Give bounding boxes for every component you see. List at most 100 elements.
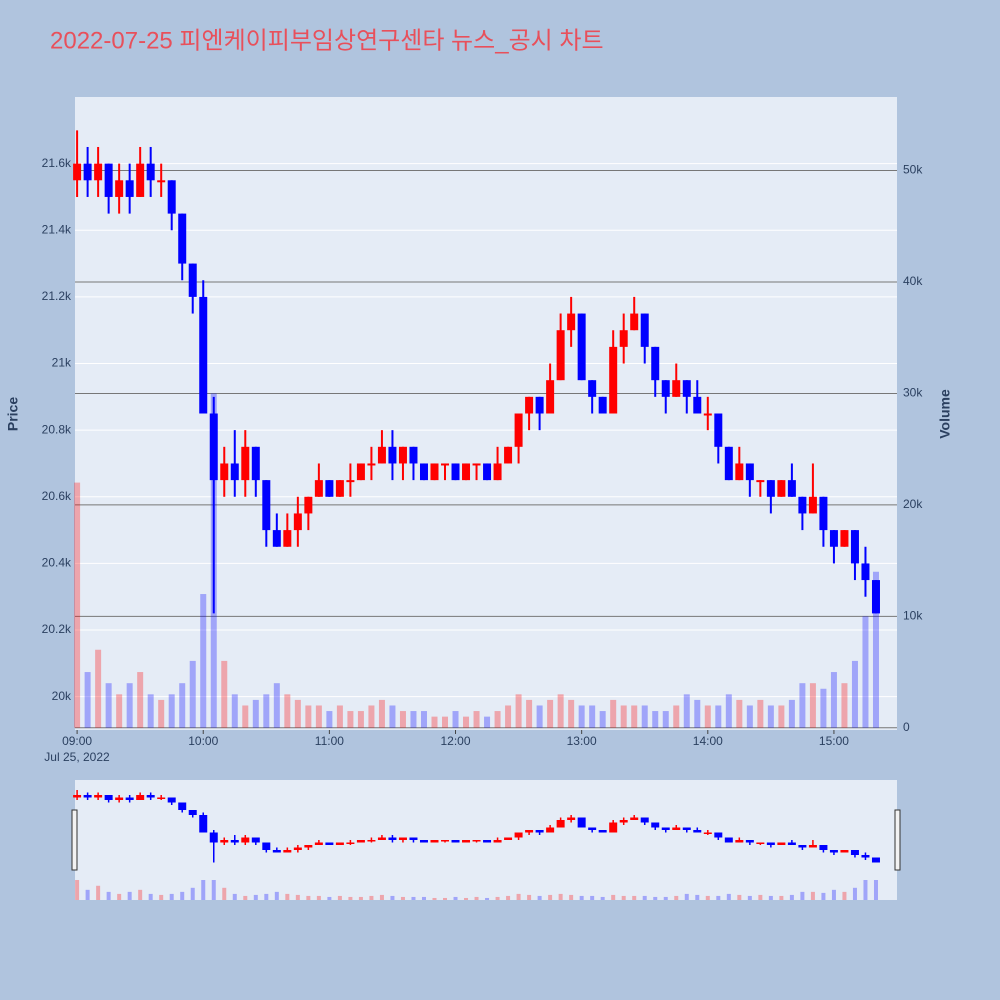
mini-candle-body: [293, 847, 302, 850]
candle-body: [115, 180, 124, 197]
candle-body: [735, 463, 744, 481]
volume-bar: [578, 705, 585, 728]
mini-candle-body: [251, 837, 260, 843]
mini-volume-bar: [369, 895, 374, 900]
mini-candle-body: [241, 837, 250, 843]
volume-bar: [799, 683, 806, 728]
candle-body: [777, 480, 786, 497]
mini-volume-bar: [274, 891, 279, 900]
mini-candle-body: [430, 840, 439, 843]
y2-axis-title: Volume: [937, 389, 953, 439]
mini-volume-bar: [863, 880, 868, 900]
mini-candle-body: [220, 840, 229, 843]
mini-candle-body: [619, 820, 628, 823]
mini-candle-body: [188, 810, 197, 815]
mini-volume-bar: [432, 897, 437, 900]
volume-bar: [652, 711, 659, 728]
volume-bar: [168, 694, 175, 728]
candle-body: [241, 446, 250, 481]
mini-volume-bar: [232, 893, 237, 900]
chart-title: 2022-07-25 피엔케이피부임상연구센타 뉴스_공시 차트: [50, 27, 604, 54]
mini-candle-body: [356, 840, 365, 843]
mini-volume-bar: [253, 894, 258, 900]
y2-tick-label: 50k: [903, 163, 923, 177]
candle-body: [619, 330, 628, 347]
mini-volume-bar: [747, 895, 752, 900]
volume-bar: [526, 699, 533, 728]
mini-volume-bar: [663, 896, 668, 900]
volume-bar: [463, 716, 470, 728]
volume-bar: [294, 699, 301, 728]
volume-bar: [599, 711, 606, 728]
candle-body: [314, 480, 323, 497]
mini-candle-body: [577, 817, 586, 828]
volume-bar: [631, 705, 638, 728]
mini-volume-bar: [831, 889, 836, 900]
mini-candle-body: [73, 795, 82, 798]
candle-body: [493, 463, 502, 481]
mini-candle-body: [850, 850, 859, 855]
mini-candle-body: [504, 837, 513, 840]
candle-body: [640, 313, 649, 347]
y-tick-label: 21.4k: [42, 222, 72, 236]
mini-candle-body: [871, 857, 880, 863]
mini-volume-bar: [506, 895, 511, 900]
candle-body: [861, 563, 870, 581]
volume-bar: [399, 711, 406, 728]
volume-bar: [242, 705, 249, 728]
candle-body: [125, 180, 134, 197]
candle-body: [398, 446, 407, 464]
volume-bar: [179, 683, 186, 728]
mini-volume-bar: [400, 896, 405, 900]
mini-candle-body: [283, 850, 292, 853]
mini-volume-bar: [211, 880, 216, 900]
range-handle[interactable]: [71, 809, 78, 871]
mini-volume-bar: [169, 893, 174, 900]
mini-volume-bar: [390, 895, 395, 900]
candle-body: [367, 463, 376, 466]
volume-bar: [74, 482, 81, 728]
mini-candle-body: [398, 837, 407, 840]
candle-body: [504, 446, 513, 464]
volume-bar: [736, 699, 743, 728]
mini-candle-body: [136, 795, 145, 800]
range-handle[interactable]: [894, 809, 901, 871]
candle-body: [251, 446, 260, 481]
volume-bar: [389, 705, 396, 728]
candle-body: [703, 413, 712, 416]
mini-volume-bar: [758, 894, 763, 900]
mini-volume-bar: [148, 893, 153, 900]
y-tick-label: 20k: [52, 689, 72, 703]
volume-bar: [872, 571, 879, 728]
candle-body: [157, 180, 166, 183]
volume-bar: [589, 705, 596, 728]
candle-body: [230, 463, 239, 481]
mini-volume-bar: [516, 893, 521, 900]
mini-volume-bar: [295, 894, 300, 900]
candle-body: [546, 380, 555, 414]
mini-volume-bar: [716, 895, 721, 900]
mini-candle-body: [104, 795, 113, 800]
volume-bar: [830, 672, 837, 728]
mini-volume-bar: [810, 891, 815, 900]
candle-body: [808, 496, 817, 514]
mini-volume-bar: [190, 887, 195, 900]
mini-candle-body: [693, 830, 702, 833]
mini-candle-body: [314, 842, 323, 845]
mini-volume-bar: [611, 894, 616, 900]
mini-candle-body: [262, 842, 271, 850]
candle-body: [441, 463, 450, 466]
mini-candle-body: [388, 837, 397, 840]
candle-body: [451, 463, 460, 481]
mini-volume-bar: [558, 893, 563, 900]
mini-candle-body: [272, 850, 281, 853]
volume-bar: [820, 688, 827, 728]
volume-bar: [410, 711, 417, 728]
mini-candle-body: [745, 840, 754, 843]
y-tick-label: 20.6k: [42, 489, 72, 503]
mini-candle-body: [756, 842, 765, 844]
candle-body: [514, 413, 523, 447]
mini-candle-body: [493, 840, 502, 843]
volume-bar: [484, 716, 491, 728]
mini-volume-bar: [285, 893, 290, 900]
